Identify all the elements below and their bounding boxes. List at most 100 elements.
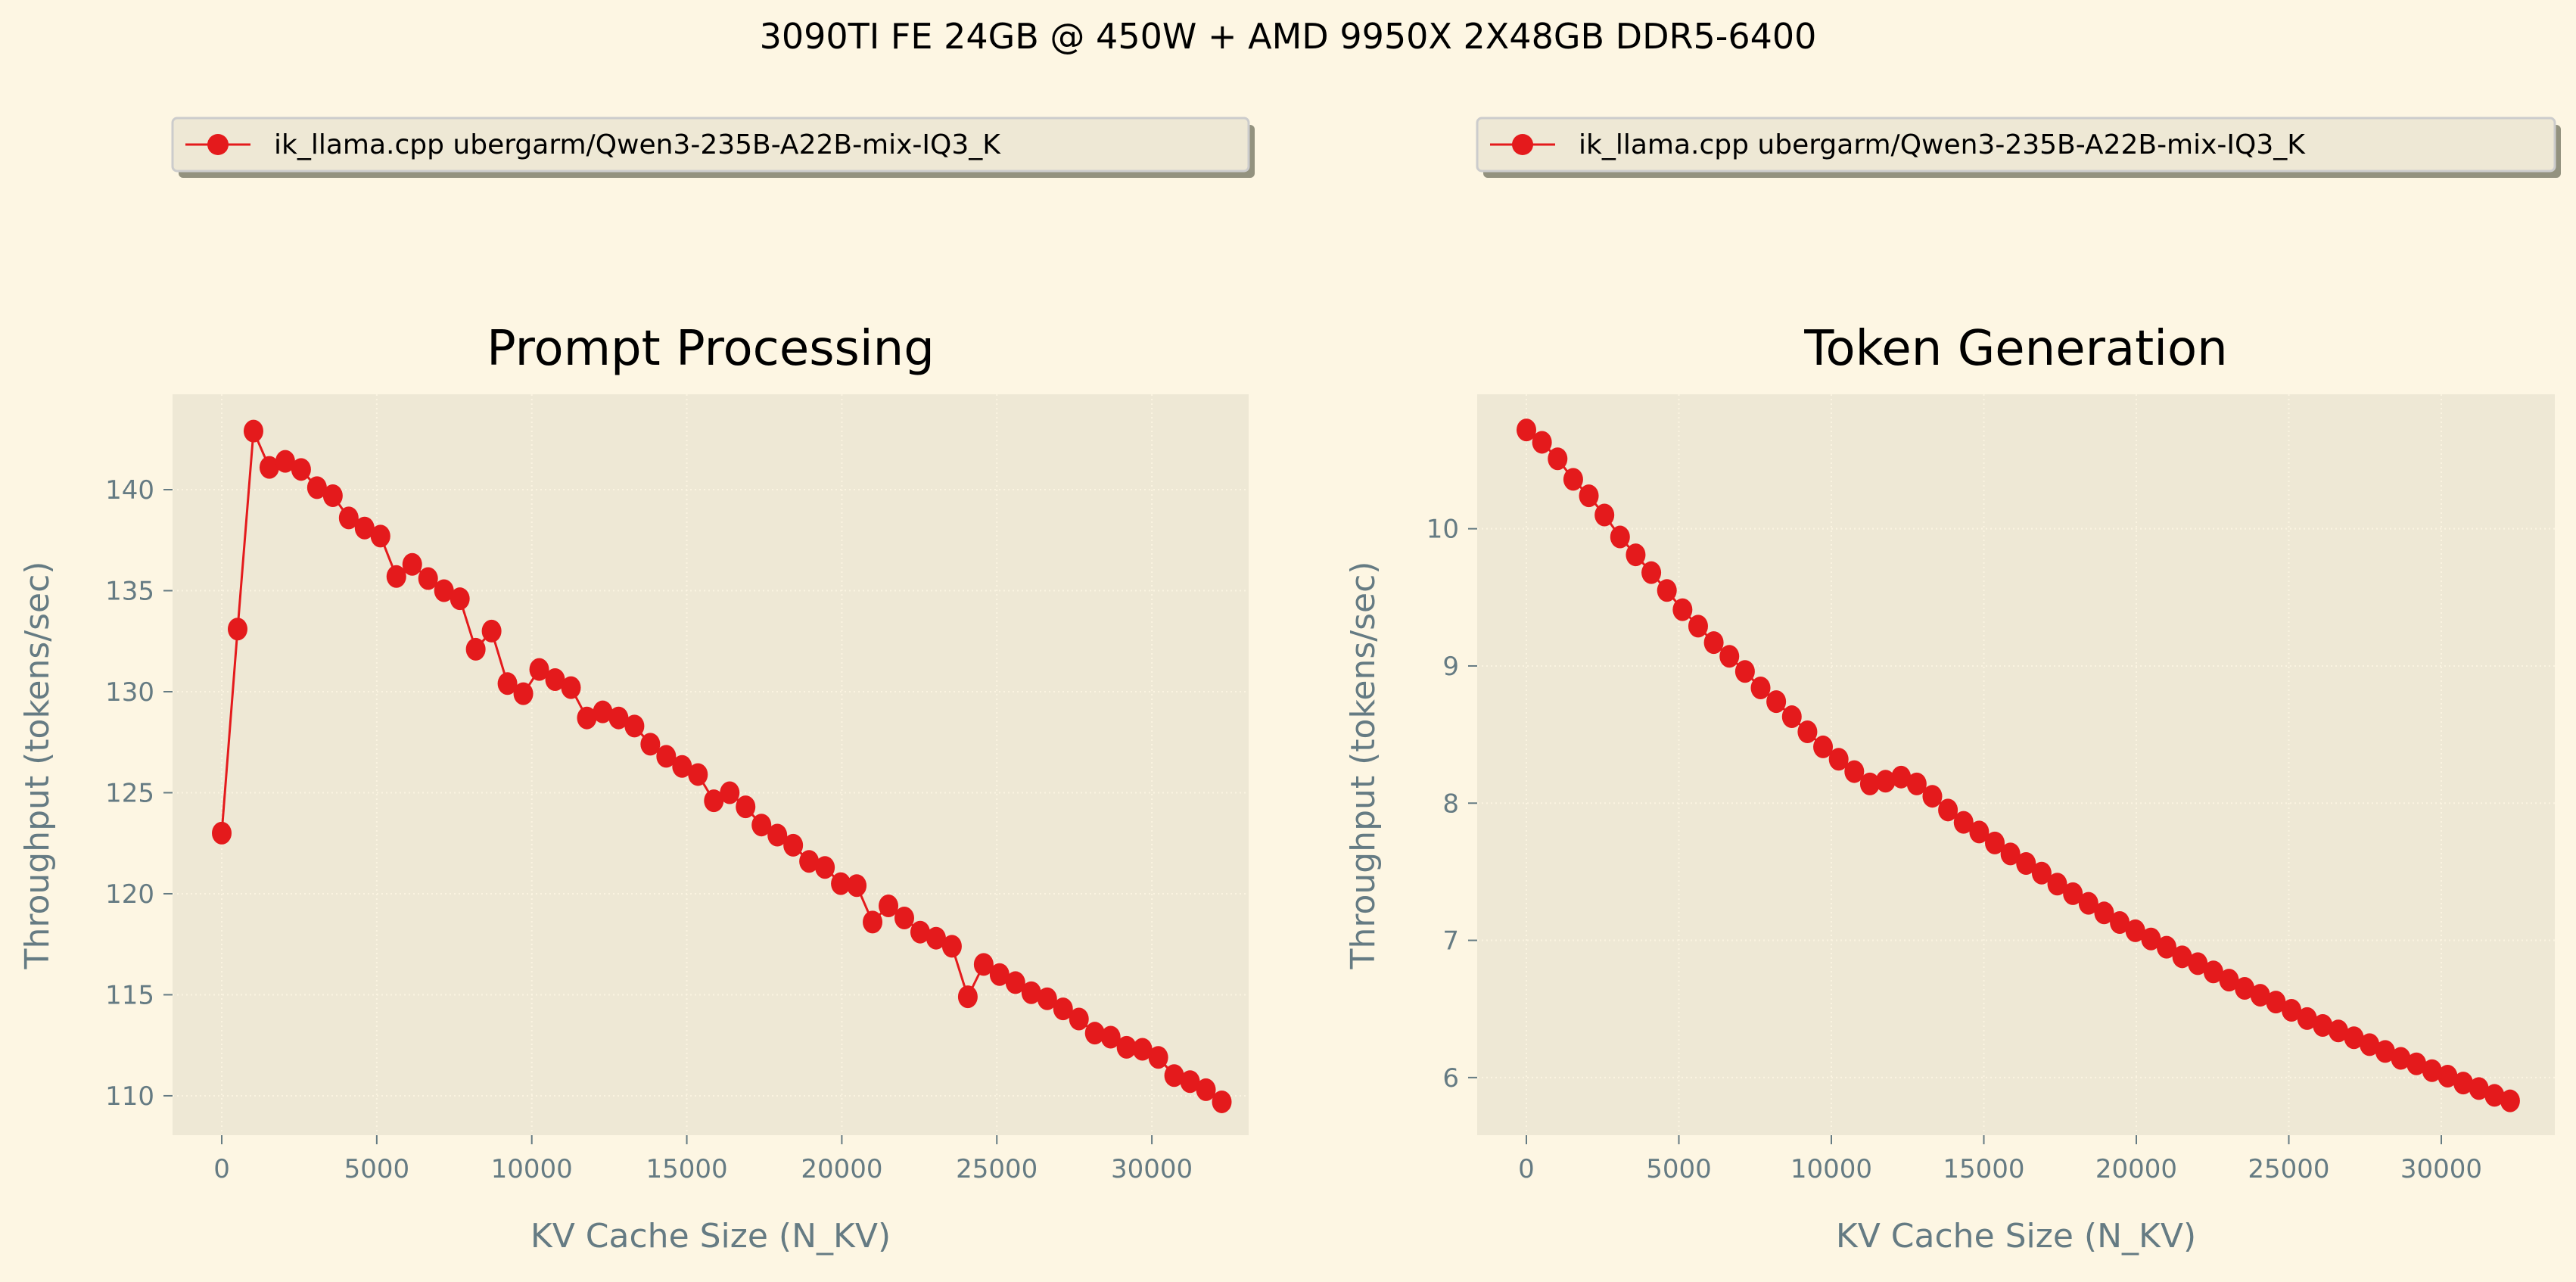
data-point [2406,1052,2427,1075]
data-point [1844,760,1865,783]
data-point [1657,579,1677,602]
x-axis-ticks: 0 5000 10000 15000 20000 25000 30000 [1518,1135,2482,1184]
data-point [450,587,470,611]
legend-marker-icon [1512,134,1533,155]
data-point [640,733,661,756]
data-point [783,833,804,857]
data-point [1953,811,1974,834]
data-point [2422,1059,2442,1082]
data-point [1985,831,2005,854]
data-point [1132,1038,1153,1061]
data-point [2391,1047,2411,1070]
data-point [1750,676,1771,699]
y-tick-label: 9 [1442,652,1459,682]
y-tick-label: 110 [105,1081,154,1112]
data-point [2141,927,2161,951]
data-point [322,484,343,508]
legend-frame [1476,117,2556,173]
data-point [831,872,851,895]
y-tick-label: 7 [1442,926,1459,957]
data-point [2328,1019,2348,1043]
x-tick-label: 25000 [2248,1154,2329,1184]
y-tick-label: 125 [105,778,154,808]
data-point [672,755,692,778]
data-point [2094,901,2114,925]
data-point [1781,705,1802,729]
x-tick-label: 5000 [1646,1154,1712,1184]
legend-frame [171,117,1250,173]
data-point [1688,615,1708,638]
y-axis-ticks: 110 115 120 125 130 135 140 [105,475,173,1112]
data-point [2453,1072,2474,1095]
data-point [2078,891,2098,915]
data-point [338,506,359,530]
data-point [720,781,740,804]
data-point [1766,690,1787,714]
data-point [275,450,295,473]
data-point [1037,987,1057,1010]
x-tick-label: 30000 [2400,1154,2482,1184]
y-axis-label: Throughput (tokens/sec) [18,562,57,970]
data-point [593,700,613,723]
data-point [1579,484,1599,508]
data-point [1116,1035,1137,1059]
data-point [497,672,518,695]
data-point [1797,720,1818,743]
data-point [1021,981,1041,1004]
data-point [2375,1040,2395,1063]
x-tick-label: 20000 [801,1154,882,1184]
data-point [704,789,724,813]
data-point [1164,1064,1184,1088]
data-point [2344,1026,2364,1050]
data-point [2031,861,2052,885]
data-point [894,907,914,930]
data-point [1891,765,1912,789]
y-axis-label: Throughput (tokens/sec) [1344,562,1383,970]
data-point [989,963,1010,986]
figure-suptitle: 3090TI FE 24GB @ 450W + AMD 9950X 2X48GB… [760,16,1817,57]
data-point [529,658,549,681]
x-tick-label: 10000 [1790,1154,1872,1184]
data-point [2125,919,2145,942]
data-point [577,706,597,730]
y-tick-label: 140 [105,475,154,506]
data-point [1906,772,1927,795]
x-axis-label: KV Cache Size (N_KV) [1836,1217,2196,1256]
data-point [1084,1022,1105,1045]
data-point [1053,997,1073,1021]
data-point [2500,1089,2520,1112]
data-point [1180,1070,1200,1094]
x-tick-label: 5000 [344,1154,410,1184]
data-point [1813,735,1834,758]
x-tick-label: 25000 [956,1154,1038,1184]
x-tick-label: 0 [1518,1154,1535,1184]
data-point [1922,785,1943,808]
data-point [212,821,232,845]
data-point [2282,999,2302,1022]
subplot-token-generation: ik_llama.cpp ubergarm/Qwen3-235B-A22B-mi… [1344,117,2561,1256]
y-tick-label: 10 [1426,515,1459,545]
data-point [1100,1025,1121,1049]
data-point [561,676,581,699]
data-point [656,745,677,768]
data-point [402,552,422,576]
data-point [2469,1077,2489,1100]
subplot-title: Token Generation [1803,321,2227,377]
data-series [1517,419,2520,1112]
data-point [2235,977,2255,1000]
data-point [481,619,502,643]
y-tick-label: 8 [1442,789,1459,819]
x-tick-label: 20000 [2095,1154,2177,1184]
data-point [1212,1090,1232,1113]
data-point [1703,631,1724,655]
gridlines [1477,394,2555,1135]
data-point [1875,770,1896,793]
data-point [2172,945,2192,969]
plot-area [1477,394,2555,1135]
data-series [212,419,1232,1113]
data-point [2313,1013,2333,1037]
data-point [2438,1065,2458,1088]
data-point [688,763,708,786]
data-point [926,926,946,950]
